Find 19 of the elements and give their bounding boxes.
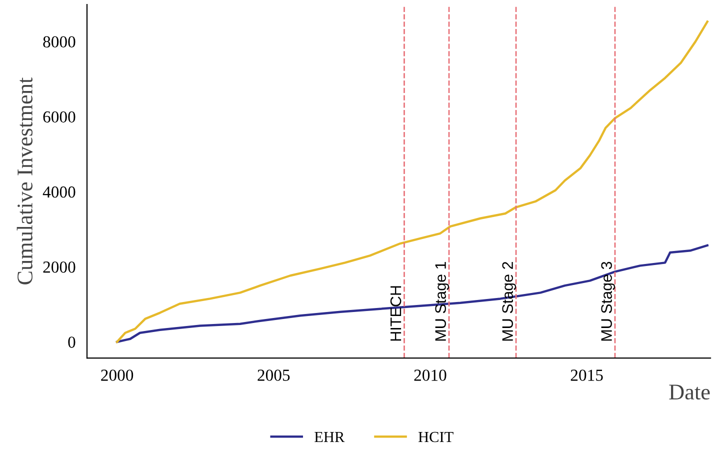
ref-line-label: MU Stage 3 (601, 262, 615, 341)
y-tick-label: 4000 (42, 186, 76, 198)
x-tick-label: 2000 (101, 370, 134, 381)
ref-line-label: MU Stage 2 (502, 262, 516, 341)
x-tick-label: 2005 (258, 370, 290, 381)
y-axis-title: Cumulative Investment (16, 77, 32, 284)
line-series (116, 20, 708, 343)
ref-line-label: HITECH (390, 286, 402, 341)
line-series (116, 244, 708, 343)
legend-label: HCIT (418, 432, 454, 442)
legend-label: EHR (314, 432, 345, 442)
y-tick-label: 6000 (43, 111, 76, 123)
x-axis-title: Date (669, 384, 710, 400)
x-tick-label: 2010 (414, 370, 446, 381)
x-tick-label: 2015 (570, 370, 603, 381)
ref-line-label: MU Stage 1 (435, 262, 450, 341)
y-tick-label: 0 (68, 336, 76, 348)
y-tick-label: 8000 (43, 36, 76, 48)
y-tick-label: 2000 (43, 262, 76, 273)
